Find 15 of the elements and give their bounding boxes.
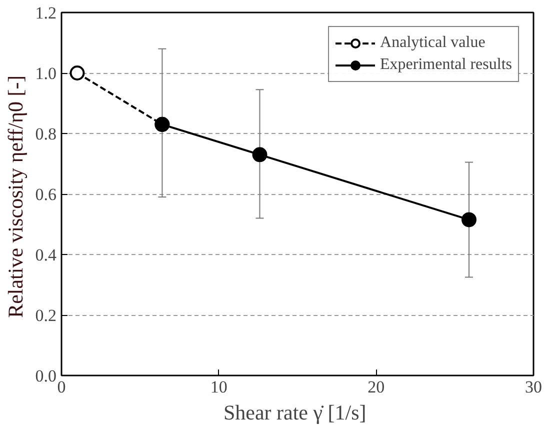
x-tick-label: 10 [210, 378, 228, 396]
y-axis-title: Relative viscosity ηeff/η0 [-] [3, 75, 28, 318]
x-tick-label: 30 [525, 378, 542, 396]
y-tick-label: 1.2 [35, 4, 56, 22]
x-axis-title: Shear rate γ̇ [1/s] [223, 400, 366, 424]
legend-label: Analytical value [380, 34, 486, 52]
y-tick-label: 0.2 [35, 306, 56, 325]
y-tick-label: 0.4 [35, 246, 57, 264]
y-tick-label: 0.0 [35, 366, 56, 386]
legend-label: Experimental results [380, 56, 512, 74]
x-tick-label: 0 [57, 378, 66, 396]
y-tick-label: 0.6 [35, 185, 56, 204]
x-tick-label: 20 [368, 378, 385, 396]
y-tick-label: 0.8 [35, 124, 56, 144]
y-tick-label: 1.0 [35, 64, 56, 83]
